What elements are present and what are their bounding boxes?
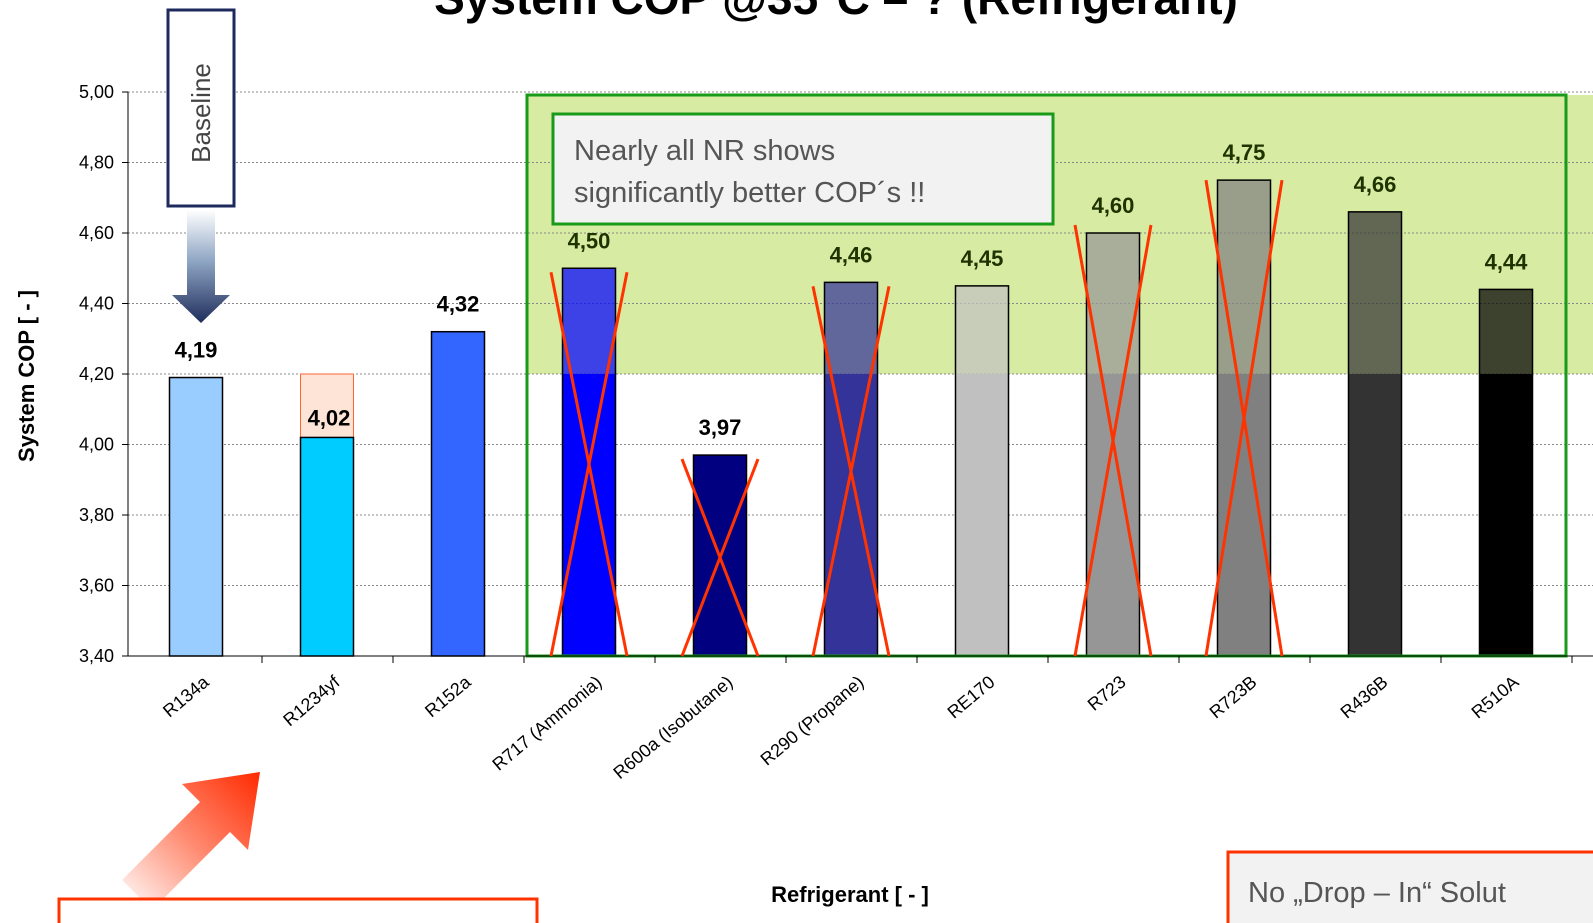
x-category-label: R1234yf [279,671,344,730]
data-label: 4,32 [437,292,480,317]
x-category-label: R290 (Propane) [757,672,868,770]
x-axis-title: Refrigerant [ - ] [771,882,929,907]
y-tick-label: 4,40 [79,294,114,314]
bar-lower [1479,374,1533,656]
y-tick-label: 4,20 [79,364,114,384]
x-category-label: R723B [1206,672,1261,723]
x-category-label: R152a [421,671,475,721]
baseline-arrow-icon [172,210,230,323]
x-category-labels: R134a R1234yf R152a R717 (Ammonia) R600a (Is… [159,671,1522,783]
bar-lower [562,374,616,656]
cross-line [1204,179,1284,657]
bar [430,330,486,657]
data-label: 4,45 [961,246,1004,271]
y-tick-label: 3,40 [79,646,114,666]
cross-marks [549,179,1284,657]
reference-bar [300,373,354,438]
bar-lower [1086,374,1140,656]
data-label: 4,44 [1485,249,1529,274]
bar [168,376,224,657]
y-tick-labels: 3,40 3,60 3,80 4,00 4,20 4,40 4,60 4,80 5,00 [79,82,114,666]
bar-upper [955,285,1009,374]
x-category-label: R436B [1337,672,1392,723]
no-drop-in-box [1226,850,1593,923]
y-tick-label: 3,60 [79,576,114,596]
y-tick-label: 4,80 [79,153,114,173]
bar-upper [1479,289,1533,374]
bottom-left-box [57,897,539,923]
no-drop-in-text: No „Drop – In“ Solut [1248,877,1506,909]
x-category-label: RE170 [944,672,999,723]
cross-line [549,271,629,657]
note-box [551,112,1055,226]
y-axis-title: System COP [ - ] [14,290,39,462]
x-category-label: R600a (Isobutane) [609,672,736,783]
y-tick-label: 4,00 [79,435,114,455]
note-line-2: significantly better COP´s !! [574,177,925,209]
y-tick-label: 3,80 [79,505,114,525]
note-line-1: Nearly all NR shows [574,135,835,167]
red-arrow-icon [122,772,260,910]
bar-upper [1086,233,1140,374]
baseline-box [166,8,236,208]
bars [168,179,1534,657]
data-label: 4,75 [1223,140,1266,165]
data-label: 4,50 [568,228,611,253]
cross-line [680,458,760,657]
bar-upper [562,268,616,374]
x-category-label: R717 (Ammonia) [488,672,605,775]
axes [122,91,1593,663]
y-tick-label: 4,60 [79,223,114,243]
data-label: 4,02 [308,405,351,430]
chart-title: System COP @35°C – ? (Refrigerant) [434,0,1238,24]
bar-lower [1348,374,1402,656]
x-category-label: R134a [159,671,213,721]
y-tick-label: 5,00 [79,82,114,102]
data-label: 3,97 [699,415,742,440]
data-labels: 4,19 4,02 4,32 4,50 3,97 4,46 4,45 4,60 4,75 4,66… [175,140,1529,440]
bar-lower [824,374,878,656]
x-category-label: R723 [1084,672,1130,715]
data-label: 4,60 [1092,193,1135,218]
bar-upper [1348,211,1402,374]
data-label: 4,19 [175,338,218,363]
bar-upper [1217,180,1271,374]
cross-line [811,286,891,657]
cross-line [1073,224,1153,657]
data-label: 4,46 [830,242,873,267]
baseline-label: Baseline [186,63,216,163]
bar-lower [955,374,1009,656]
x-category-label: R510A [1468,672,1523,723]
bar-upper [824,282,878,374]
data-label: 4,66 [1354,172,1397,197]
bar [299,436,355,657]
